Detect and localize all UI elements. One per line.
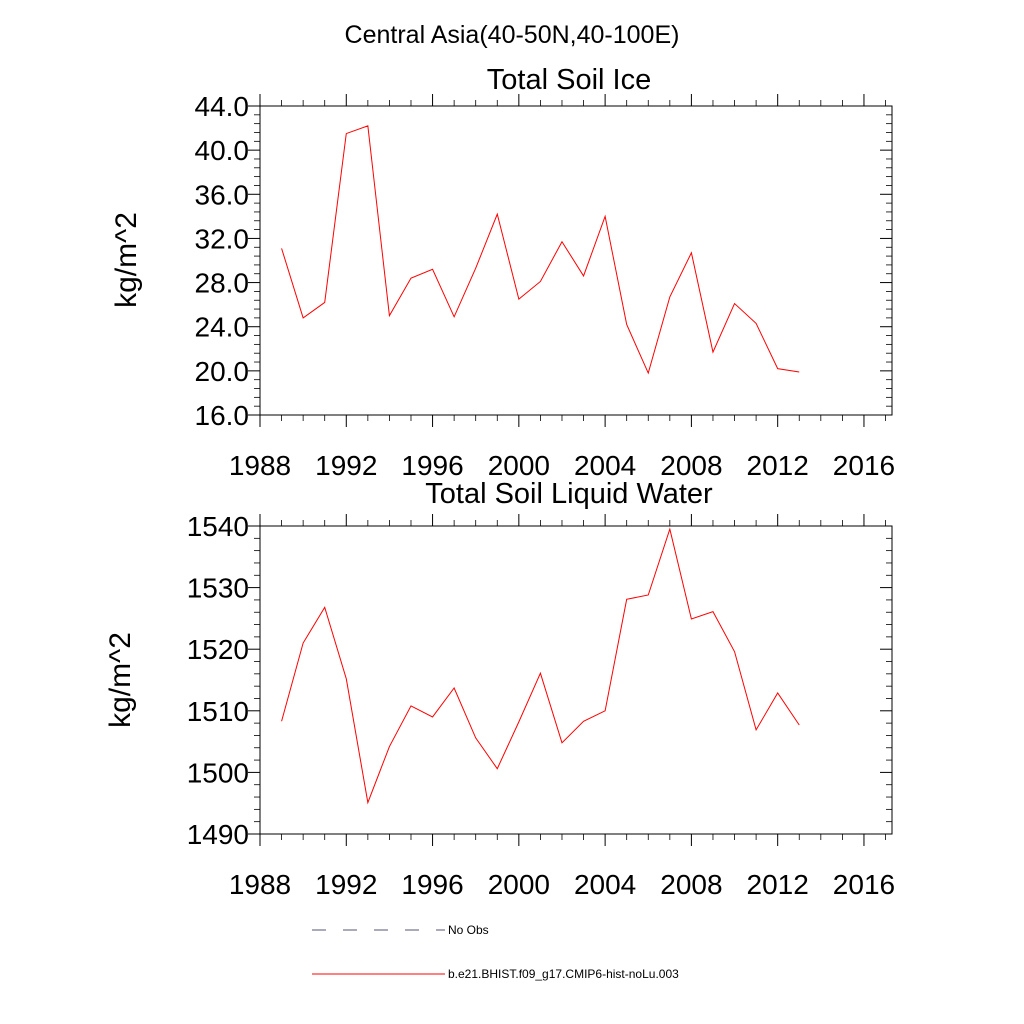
legend-label-model: b.e21.BHIST.f09_g17.CMIP6-hist-noLu.003 <box>448 967 679 981</box>
y-tick-label: 1520 <box>187 634 249 665</box>
figure-title: Central Asia(40-50N,40-100E) <box>345 21 680 49</box>
y-tick-label: 1540 <box>187 511 249 542</box>
y-tick-label: 28.0 <box>195 268 250 299</box>
x-tick-label: 2016 <box>833 869 895 900</box>
x-tick-label: 1988 <box>229 869 291 900</box>
y-tick-label: 1530 <box>187 573 249 604</box>
series-line <box>281 527 800 805</box>
panel-title: Total Soil Ice <box>487 64 651 96</box>
x-tick-label: 2012 <box>747 450 809 481</box>
series-line <box>281 125 800 375</box>
legend: No Obs b.e21.BHIST.f09_g17.CMIP6-hist-no… <box>312 923 679 981</box>
y-tick-label: 24.0 <box>195 312 250 343</box>
x-tick-label: 2004 <box>574 869 636 900</box>
y-tick-label: 36.0 <box>195 179 250 210</box>
x-tick-label: 1996 <box>401 869 463 900</box>
x-tick-label: 1996 <box>401 450 463 481</box>
plot-frame <box>259 525 893 835</box>
x-tick-label: 2000 <box>488 450 550 481</box>
series <box>281 125 800 375</box>
x-tick-label: 1992 <box>315 869 377 900</box>
y-axis-label: kg/m^2 <box>110 212 143 308</box>
y-tick-label: 1490 <box>187 819 249 850</box>
x-tick-label: 1988 <box>229 450 291 481</box>
axes <box>259 105 893 416</box>
x-tick-label: 2016 <box>833 450 895 481</box>
y-axis-label: kg/m^2 <box>104 632 137 728</box>
y-tick-label: 1500 <box>187 757 249 788</box>
x-tick-label: 2000 <box>488 869 550 900</box>
legend-label-no-obs: No Obs <box>448 923 489 937</box>
x-tick-label: 2008 <box>660 450 722 481</box>
x-tick-label: 1992 <box>315 450 377 481</box>
axes <box>259 525 893 835</box>
y-tick-label: 32.0 <box>195 223 250 254</box>
x-tick-label: 2012 <box>747 869 809 900</box>
x-tick-label: 2004 <box>574 450 636 481</box>
y-tick-label: 40.0 <box>195 135 250 166</box>
panel-title: Total Soil Liquid Water <box>425 478 713 510</box>
x-tick-label: 2008 <box>660 869 722 900</box>
y-tick-label: 44.0 <box>195 91 250 122</box>
y-tick-label: 1510 <box>187 696 249 727</box>
panel-total-soil-ice: Total Soil Ice kg/m^2 1988 1992 1996 2000 20… <box>110 64 895 481</box>
tick-labels: 1988 1992 1996 2000 2004 2008 2012 2016 16.0 20.0… <box>195 91 896 481</box>
plot-frame <box>259 105 893 416</box>
y-tick-label: 20.0 <box>195 356 250 387</box>
tick-labels: 1988 1992 1996 2000 2004 2008 2012 2016 1490 1500… <box>187 511 895 900</box>
ticks <box>248 94 892 427</box>
y-tick-label: 16.0 <box>195 400 250 431</box>
ticks <box>248 514 892 846</box>
panel-total-soil-liquid-water: Total Soil Liquid Water kg/m^2 1988 1992 1… <box>104 478 895 900</box>
series <box>281 527 800 805</box>
